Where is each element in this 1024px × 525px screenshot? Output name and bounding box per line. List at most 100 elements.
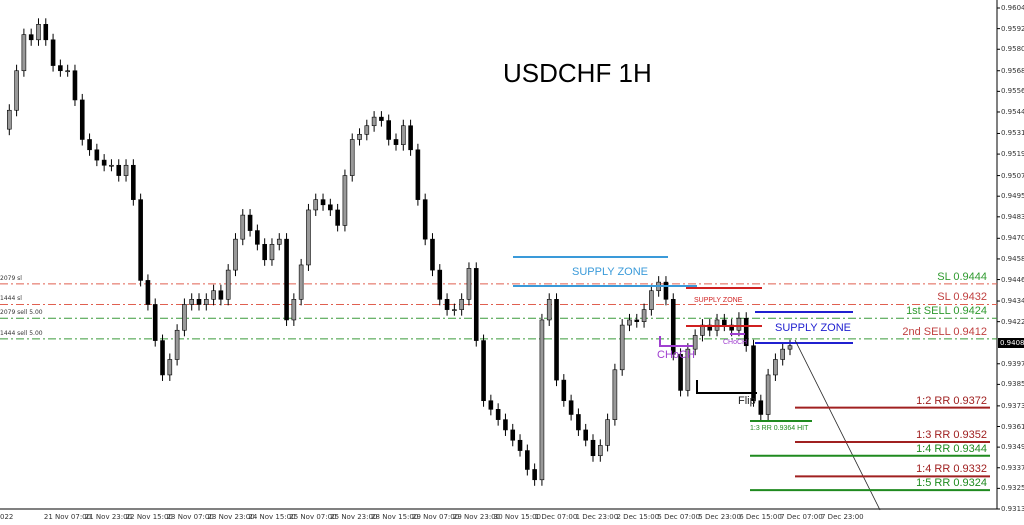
candle-body	[269, 244, 275, 261]
x-tick-label: 24 Nov 15:00	[248, 513, 296, 521]
candle-body	[320, 199, 326, 206]
candle-body	[152, 304, 158, 341]
x-tick-label: 23 Nov 23:00	[207, 513, 255, 521]
target-label: 1:4 RR 0.9344	[916, 442, 987, 455]
order-left-label: 2079 sell 5.00	[0, 309, 43, 317]
candle-body	[758, 400, 764, 415]
candle-body	[196, 299, 202, 305]
candle-body	[109, 164, 114, 167]
choch-label-1: CHoCH	[657, 349, 695, 361]
x-tick-label: 29 Nov 23:00	[452, 513, 501, 521]
candle-body	[349, 139, 355, 176]
candle-body	[649, 290, 654, 310]
candle-body	[590, 439, 596, 457]
candle-body	[386, 120, 392, 140]
candle-body	[787, 345, 793, 350]
x-tick-label: 022	[0, 513, 14, 521]
candle-body	[473, 268, 479, 341]
order-right-label: SL 0.9444	[937, 270, 987, 283]
candle-body	[72, 70, 78, 101]
candle-body	[379, 116, 384, 121]
candle-body	[415, 149, 421, 200]
candle-body	[634, 319, 640, 322]
candle-body	[517, 439, 523, 451]
choch-label-2: CHoCH	[723, 339, 748, 346]
target-label: 1:4 RR 0.9332	[916, 463, 987, 476]
x-tick-label: 21 Nov 23:00	[84, 513, 132, 521]
candle-body	[101, 159, 107, 166]
candle-body	[203, 299, 209, 305]
candle-body	[685, 348, 691, 391]
candle-body	[145, 280, 151, 305]
order-right-label: SL 0.9432	[937, 291, 987, 304]
x-tick-label: 7 Dec 23:00	[821, 513, 864, 521]
candle-body	[743, 317, 749, 347]
hit-label: 1:3 RR 0.9364 HIT	[750, 425, 809, 432]
candle-body	[466, 268, 472, 300]
candle-body	[780, 348, 786, 360]
x-tick-label: 23 Nov 07:00	[166, 513, 214, 521]
candle-body	[773, 359, 778, 376]
candle-body	[605, 419, 610, 446]
candle-body	[503, 419, 508, 431]
candle-body	[736, 317, 742, 331]
candle-body	[481, 340, 486, 402]
candle-body	[597, 445, 603, 457]
candle-body	[306, 209, 311, 266]
candle-body	[262, 244, 267, 261]
candle-body	[670, 299, 676, 355]
y-tick-label: 0.94705	[1001, 234, 1024, 243]
y-tick-label: 0.95195	[1001, 150, 1024, 159]
order-right-label: 2nd SELL 0.9412	[902, 325, 987, 338]
candle-body	[561, 379, 567, 402]
x-tick-label: 7 Dec 07:00	[780, 513, 823, 521]
projection-line	[794, 339, 881, 511]
candle-body	[79, 99, 85, 140]
candle-body	[495, 409, 501, 420]
candle-body	[422, 199, 428, 240]
candle-body	[276, 238, 282, 245]
candle-body	[255, 230, 260, 245]
chart-title: USDCHF 1H	[503, 58, 652, 88]
candle-body	[371, 116, 377, 127]
candle-body	[510, 429, 516, 441]
current-price-tag: 0.94087	[998, 338, 1024, 348]
x-tick-label: 6 Dec 15:00	[739, 513, 782, 521]
candle-body	[459, 299, 464, 310]
candle-body	[94, 149, 100, 161]
candle-body	[488, 400, 494, 410]
candle-body	[240, 214, 246, 240]
candle-body	[211, 290, 216, 300]
candle-body	[576, 414, 581, 431]
x-tick-label: 22 Nov 15:00	[125, 513, 173, 521]
candle-body	[751, 345, 756, 402]
x-tick-label: 25 Nov 07:00	[289, 513, 337, 521]
candle-body	[247, 214, 253, 231]
candle-body	[437, 269, 443, 300]
order-left-label: 1444 sl	[0, 295, 22, 303]
candle-body	[452, 309, 457, 311]
y-tick-label: 0.95315	[1001, 129, 1024, 138]
candle-body	[408, 125, 413, 151]
x-tick-label: 28 Nov 15:00	[371, 513, 419, 521]
x-tick-label: 30 Nov 15:00	[493, 513, 541, 521]
candle-body	[160, 340, 165, 376]
candle-body	[619, 324, 625, 371]
candle-body	[546, 299, 552, 321]
x-tick-label: 21 Nov 07:00	[43, 513, 92, 521]
candle-body	[233, 238, 238, 271]
candle-body	[182, 304, 187, 331]
candle-body	[123, 164, 129, 176]
candle-body	[58, 65, 63, 72]
